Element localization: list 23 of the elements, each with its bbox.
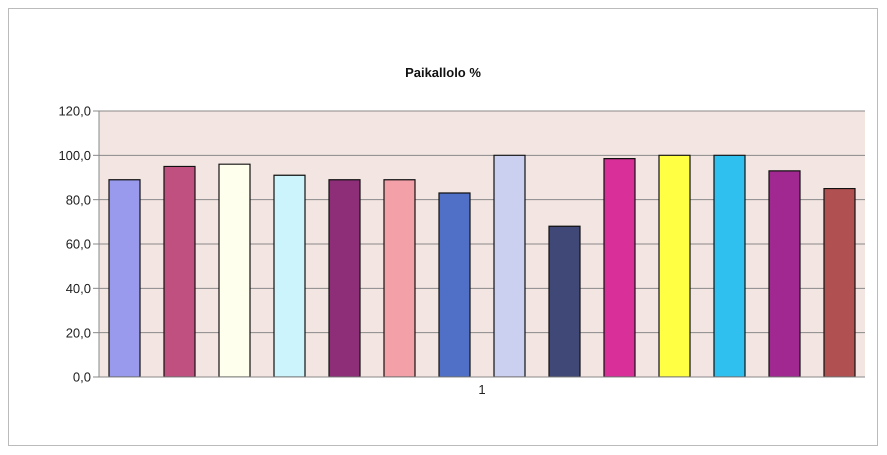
bar [768, 170, 801, 377]
bar [108, 179, 141, 377]
bar [493, 154, 526, 377]
bar [823, 188, 856, 377]
bar [383, 179, 416, 377]
y-tick-label: 60,0 [66, 236, 91, 252]
y-tick-label: 40,0 [66, 280, 91, 296]
bar [273, 174, 306, 377]
x-tick-label: 1 [478, 382, 486, 398]
bar [548, 226, 581, 377]
chart-title: Paikallolo % [404, 65, 482, 80]
y-tick-label: 80,0 [66, 192, 91, 208]
y-tick-label: 100,0 [58, 148, 91, 163]
bar [603, 158, 636, 377]
y-tick-label: 0,0 [72, 370, 91, 385]
y-tick-label: 20,0 [66, 325, 91, 340]
bar [658, 154, 691, 377]
y-tick-label: 120,0 [58, 104, 91, 119]
bar [713, 154, 746, 377]
bar [328, 179, 361, 377]
bar [163, 166, 196, 377]
bar [438, 192, 471, 377]
bar [218, 164, 251, 377]
